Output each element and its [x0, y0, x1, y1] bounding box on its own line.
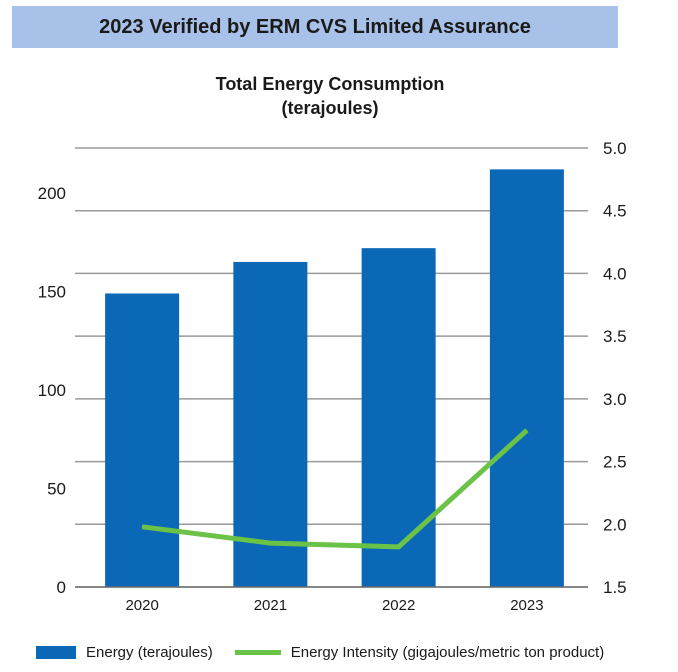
legend-label-energy: Energy (terajoules) [86, 643, 213, 661]
legend-item-intensity: Energy Intensity (gigajoules/metric ton … [234, 643, 605, 661]
left-axis-tick-label: 50 [47, 480, 66, 499]
x-axis-tick-label: 2020 [125, 597, 158, 614]
bar-energy [489, 169, 564, 588]
right-axis-tick-label: 4.5 [603, 202, 627, 221]
line-energy-intensity [141, 428, 529, 550]
left-axis-tick-label: 150 [38, 283, 66, 302]
left-axis-tick-label: 200 [38, 184, 66, 203]
left-axis-tick-label: 100 [38, 381, 66, 400]
banner: 2023 Verified by ERM CVS Limited Assuran… [12, 6, 618, 48]
right-axis-tick-label: 1.5 [603, 578, 627, 597]
x-axis-tick-label: 2021 [254, 597, 287, 614]
right-axis-tick-label: 2.5 [603, 453, 627, 472]
legend-swatch-intensity [234, 649, 281, 655]
point-energy-intensity [141, 526, 143, 528]
banner-text: 2023 Verified by ERM CVS Limited Assuran… [99, 15, 531, 38]
point-energy-intensity [526, 429, 528, 431]
legend-swatch-energy [36, 645, 76, 659]
right-axis-tick-label: 4.0 [603, 264, 627, 283]
right-axis-tick-label: 2.0 [603, 515, 627, 534]
legend-label-intensity: Energy Intensity (gigajoules/metric ton … [290, 643, 605, 661]
bar-energy [361, 248, 436, 587]
chart-title-line1: Total Energy Consumption [215, 74, 445, 94]
point-energy-intensity [269, 542, 271, 544]
x-axis-tick-label: 2023 [510, 597, 543, 614]
bar-energy [233, 261, 308, 587]
left-axis-tick-label: 0 [57, 578, 66, 597]
legend-item-energy: Energy (terajoules) [36, 644, 213, 661]
chart-plot: 1.5 2.0 2.5 3.0 3.5 4.0 4.5 5.0 0 50 100 150 200 2020… [38, 139, 627, 614]
chart-title-line2: (terajoules) [281, 98, 379, 118]
bar-energy [105, 293, 180, 587]
right-axis-tick-label: 5.0 [603, 139, 627, 158]
x-axis-tick-label: 2022 [382, 597, 415, 614]
right-axis-tick-label: 3.0 [603, 390, 627, 409]
point-energy-intensity [398, 546, 400, 548]
right-axis-tick-label: 3.5 [603, 327, 627, 346]
legend: Energy (terajoules) Energy Intensity (gi… [36, 641, 626, 663]
chart-title: Total Energy Consumption (terajoules) [130, 72, 530, 120]
